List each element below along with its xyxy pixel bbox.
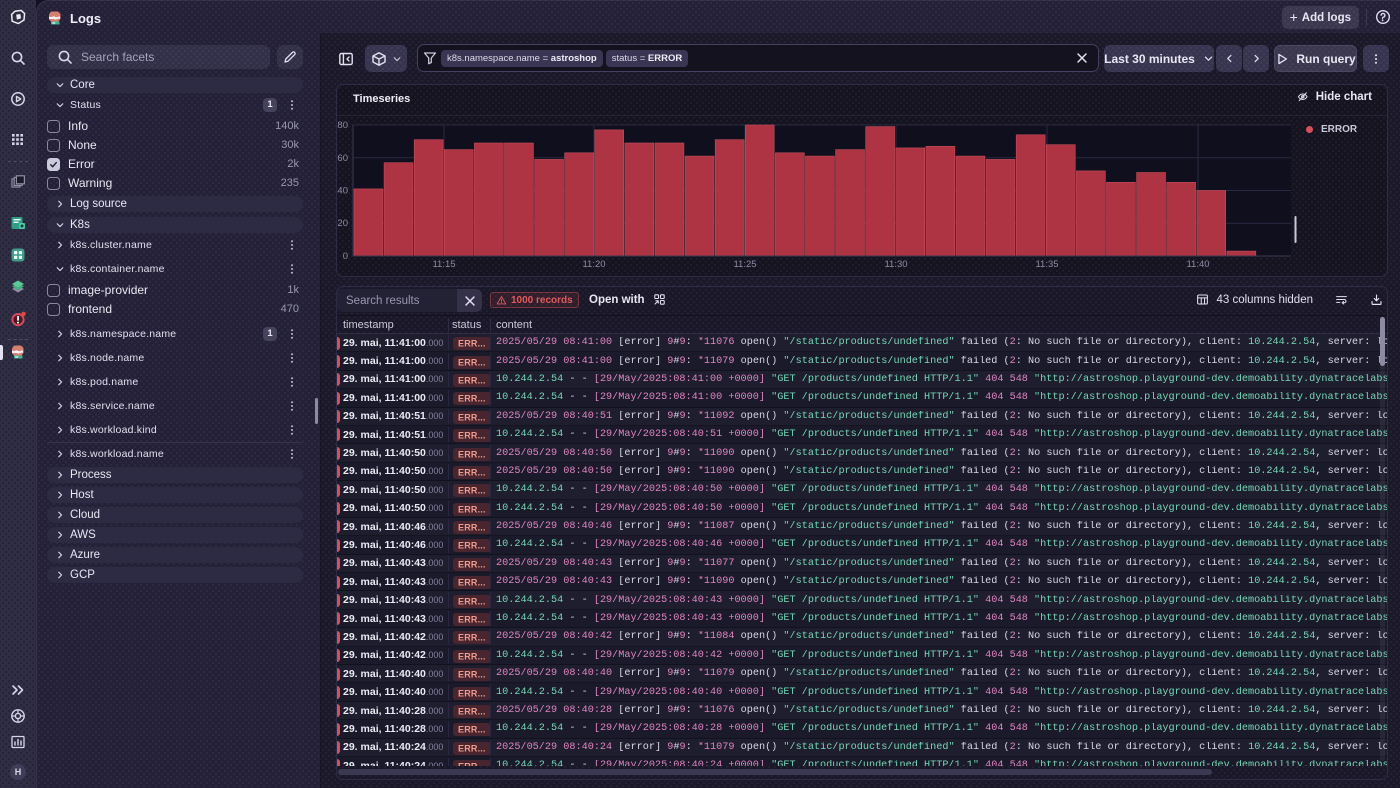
svg-text:11:40: 11:40: [1186, 259, 1209, 270]
svg-text:11:35: 11:35: [1035, 259, 1058, 270]
svg-text:11:15: 11:15: [432, 259, 455, 270]
svg-text:20: 20: [337, 218, 348, 229]
svg-text:11:20: 11:20: [582, 259, 605, 270]
svg-text:60: 60: [337, 153, 348, 164]
svg-text:0: 0: [343, 251, 348, 262]
svg-text:11:25: 11:25: [733, 259, 756, 270]
svg-text:40: 40: [337, 186, 348, 197]
svg-text:80: 80: [337, 120, 348, 131]
svg-text:11:30: 11:30: [884, 259, 907, 270]
